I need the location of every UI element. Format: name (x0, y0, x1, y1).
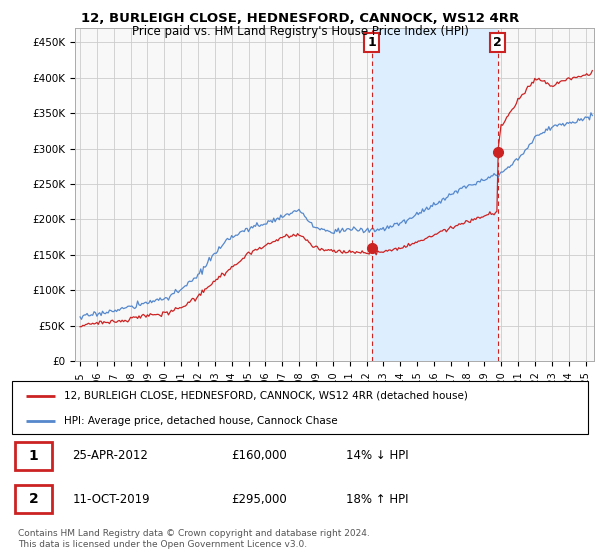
Text: 14% ↓ HPI: 14% ↓ HPI (346, 449, 409, 463)
Text: 25-APR-2012: 25-APR-2012 (73, 449, 148, 463)
Text: 1: 1 (368, 36, 376, 49)
Text: Price paid vs. HM Land Registry's House Price Index (HPI): Price paid vs. HM Land Registry's House … (131, 25, 469, 38)
Text: 11-OCT-2019: 11-OCT-2019 (73, 493, 150, 506)
Text: 12, BURLEIGH CLOSE, HEDNESFORD, CANNOCK, WS12 4RR: 12, BURLEIGH CLOSE, HEDNESFORD, CANNOCK,… (81, 12, 519, 25)
Text: HPI: Average price, detached house, Cannock Chase: HPI: Average price, detached house, Cann… (64, 416, 337, 426)
FancyBboxPatch shape (15, 486, 52, 514)
Text: 2: 2 (29, 492, 38, 506)
Text: 2: 2 (493, 36, 502, 49)
Text: £295,000: £295,000 (231, 493, 287, 506)
Text: £160,000: £160,000 (231, 449, 287, 463)
FancyBboxPatch shape (15, 442, 52, 470)
Text: 18% ↑ HPI: 18% ↑ HPI (346, 493, 409, 506)
Text: 12, BURLEIGH CLOSE, HEDNESFORD, CANNOCK, WS12 4RR (detached house): 12, BURLEIGH CLOSE, HEDNESFORD, CANNOCK,… (64, 391, 468, 401)
Text: Contains HM Land Registry data © Crown copyright and database right 2024.
This d: Contains HM Land Registry data © Crown c… (18, 529, 370, 549)
FancyBboxPatch shape (12, 381, 588, 434)
Text: 1: 1 (29, 449, 38, 463)
Bar (372, 28, 498, 361)
